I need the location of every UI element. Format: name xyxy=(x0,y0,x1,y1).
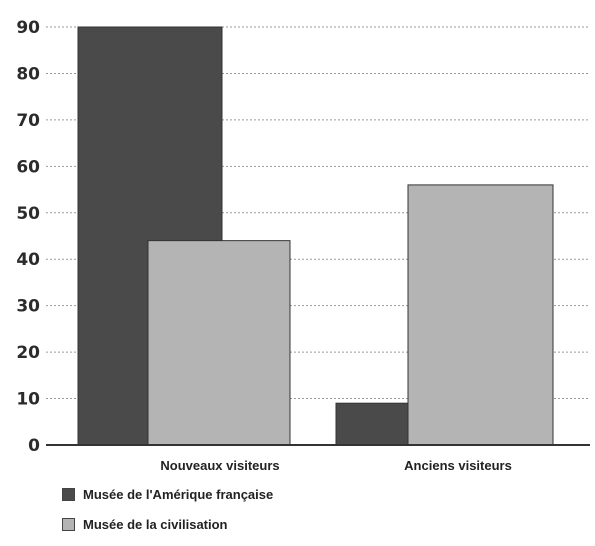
y-tick-label-20: 20 xyxy=(16,343,40,363)
y-tick-label-80: 80 xyxy=(16,64,40,84)
bars xyxy=(77,26,554,446)
legend-item-civilisation: Musée de la civilisation xyxy=(62,516,273,532)
y-tick-label-10: 10 xyxy=(16,390,40,410)
y-axis-ticks: 0 10 20 30 40 50 60 70 80 90 xyxy=(16,18,40,456)
y-tick-label-0: 0 xyxy=(28,436,40,456)
y-tick-label-60: 60 xyxy=(16,157,40,177)
bar-chart: 0 10 20 30 40 50 60 70 80 90 Nouveaux visiteurs An… xyxy=(16,18,590,473)
bar-amerique-francaise-anciens xyxy=(335,402,409,446)
legend-label-amerique-francaise: Musée de l'Amérique française xyxy=(83,486,274,502)
y-tick-label-50: 50 xyxy=(16,204,40,224)
y-tick-label-90: 90 xyxy=(16,18,40,38)
y-tick-label-40: 40 xyxy=(16,250,40,270)
legend: Musée de l'Amérique française Musée de l… xyxy=(62,486,273,546)
x-category-label-nouveaux: Nouveaux visiteurs xyxy=(160,458,279,473)
x-axis-categories: Nouveaux visiteurs Anciens visiteurs xyxy=(160,458,511,473)
y-tick-label-30: 30 xyxy=(16,297,40,317)
y-tick-label-70: 70 xyxy=(16,111,40,131)
bar-civilisation-nouveaux xyxy=(147,240,291,446)
x-category-label-anciens: Anciens visiteurs xyxy=(404,458,512,473)
bar-civilisation-anciens xyxy=(407,184,554,446)
legend-item-amerique-francaise: Musée de l'Amérique française xyxy=(62,486,273,502)
legend-swatch-civilisation xyxy=(62,517,75,531)
legend-swatch-amerique-francaise xyxy=(62,487,75,501)
legend-label-civilisation: Musée de la civilisation xyxy=(83,516,228,532)
